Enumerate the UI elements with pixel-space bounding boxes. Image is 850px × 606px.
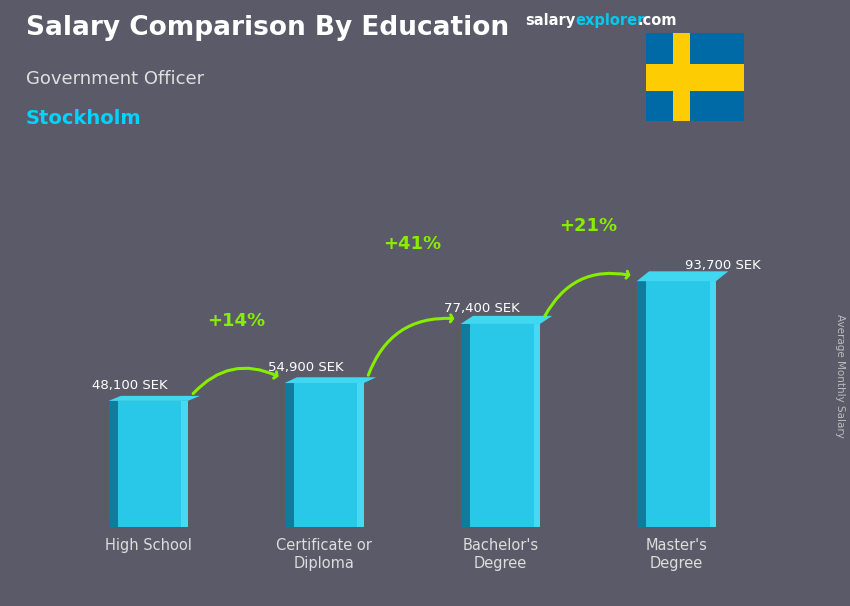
Bar [109, 401, 188, 527]
Text: salary: salary [525, 13, 575, 28]
Text: +21%: +21% [559, 218, 617, 235]
Polygon shape [285, 378, 377, 383]
Bar [461, 324, 540, 527]
Text: +41%: +41% [383, 235, 441, 253]
Text: .com: .com [638, 13, 677, 28]
Text: Stockholm: Stockholm [26, 109, 141, 128]
Text: 93,700 SEK: 93,700 SEK [685, 259, 761, 272]
Text: Government Officer: Government Officer [26, 70, 204, 88]
Bar [181, 401, 188, 527]
Text: +14%: +14% [207, 311, 265, 330]
Bar [358, 383, 364, 527]
Bar [637, 281, 646, 527]
Text: 54,900 SEK: 54,900 SEK [268, 361, 343, 374]
Polygon shape [109, 396, 200, 401]
Bar [285, 383, 294, 527]
Polygon shape [461, 316, 552, 324]
Text: Salary Comparison By Education: Salary Comparison By Education [26, 15, 508, 41]
Bar [534, 324, 540, 527]
Polygon shape [637, 271, 728, 281]
Text: explorer: explorer [575, 13, 645, 28]
Bar [285, 383, 364, 527]
Text: 77,400 SEK: 77,400 SEK [444, 302, 519, 315]
Bar [461, 324, 470, 527]
Bar [637, 281, 716, 527]
Bar [109, 401, 118, 527]
Bar [710, 281, 716, 527]
Bar [646, 64, 744, 92]
Text: 48,100 SEK: 48,100 SEK [92, 379, 167, 391]
Text: Average Monthly Salary: Average Monthly Salary [835, 314, 845, 438]
Bar [673, 33, 690, 121]
